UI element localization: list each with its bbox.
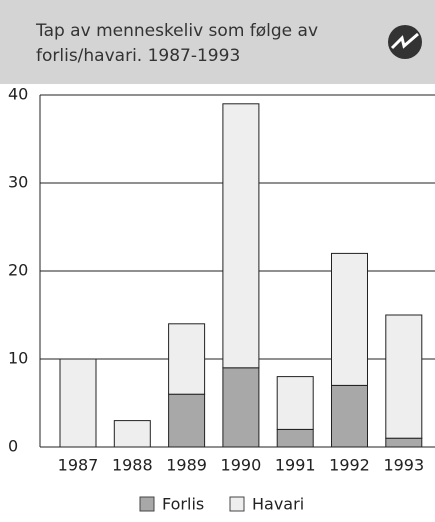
bar-segment xyxy=(59,358,97,448)
legend-swatch xyxy=(229,496,245,512)
y-tick-label: 0 xyxy=(8,437,18,456)
bar-segment xyxy=(331,252,368,386)
bar-segment xyxy=(331,384,368,448)
x-tick-label: 1993 xyxy=(383,456,424,475)
y-tick-label: 20 xyxy=(8,261,28,280)
bar-segment xyxy=(222,367,260,448)
y-tick-label: 30 xyxy=(8,173,28,192)
bar-segment xyxy=(168,393,206,448)
chart-title: Tap av menneskeliv som følge av xyxy=(35,21,318,41)
x-tick-label: 1989 xyxy=(166,456,207,475)
bar-segment xyxy=(168,323,206,395)
bar-segment xyxy=(222,103,260,369)
bar-segment xyxy=(113,420,151,448)
x-tick-label: 1991 xyxy=(275,456,316,475)
header-band xyxy=(0,0,435,84)
x-tick-label: 1988 xyxy=(112,456,153,475)
legend-label: Havari xyxy=(252,495,304,514)
y-tick-label: 40 xyxy=(8,85,28,104)
chart-title: forlis/havari. 1987-1993 xyxy=(36,46,240,66)
bar-segment xyxy=(385,437,423,448)
logo-icon xyxy=(388,25,422,59)
bar-segment xyxy=(276,376,314,430)
legend-swatch xyxy=(139,496,155,512)
bar-segment xyxy=(276,428,314,448)
y-tick-label: 10 xyxy=(8,349,28,368)
x-tick-label: 1990 xyxy=(221,456,262,475)
bar-segment xyxy=(385,314,423,439)
legend-label: Forlis xyxy=(162,495,204,514)
x-tick-label: 1992 xyxy=(329,456,370,475)
x-tick-label: 1987 xyxy=(58,456,99,475)
